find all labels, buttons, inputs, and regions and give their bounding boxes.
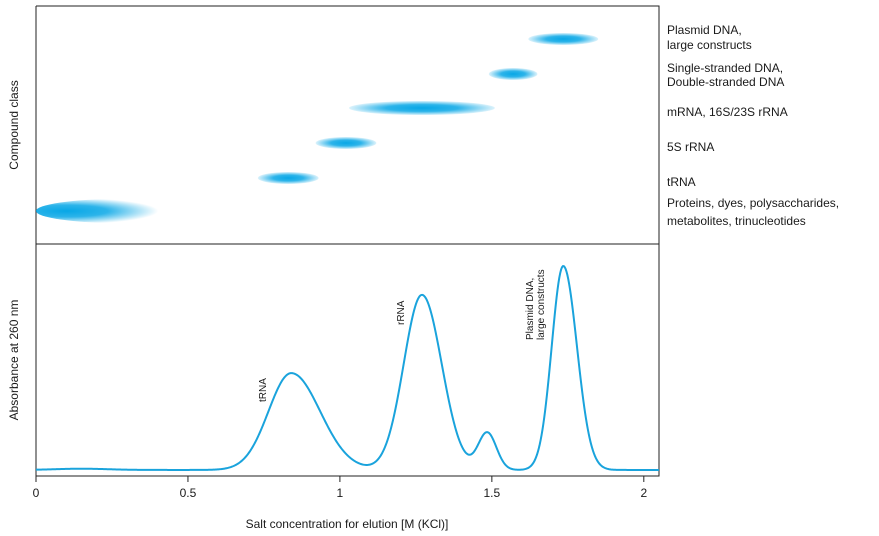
compound-labels: Proteins, dyes, polysaccharides, metaboli… xyxy=(667,23,839,228)
x-tick-label: 0 xyxy=(33,486,40,500)
compound-band xyxy=(36,199,204,223)
x-axis-ticks: 0 0.5 1 1.5 2 xyxy=(33,476,647,500)
compound-label: Proteins, dyes, polysaccharides, xyxy=(667,196,839,210)
x-tick-label: 1.5 xyxy=(484,486,501,500)
compound-class-panel: Proteins, dyes, polysaccharides, metaboli… xyxy=(7,5,839,244)
x-tick-label: 2 xyxy=(640,486,647,500)
peak-label: tRNA xyxy=(258,378,269,402)
x-tick-label: 1 xyxy=(337,486,344,500)
absorbance-trace xyxy=(35,265,659,471)
peak-label: large constructs xyxy=(536,269,547,340)
compound-label: Single-stranded DNA, xyxy=(667,61,783,75)
compound-band xyxy=(488,68,538,80)
peak-labels: tRNA rRNA Plasmid DNA, large constructs xyxy=(258,269,547,402)
compound-label: large constructs xyxy=(667,38,752,52)
compound-label: metabolites, trinucleotides xyxy=(667,214,806,228)
peak-label: Plasmid DNA, xyxy=(525,278,536,340)
compound-class-axis-label: Compound class xyxy=(7,80,21,169)
x-tick-label: 0.5 xyxy=(180,486,197,500)
compound-band xyxy=(315,137,377,149)
compound-bands xyxy=(36,33,599,223)
top-panel-frame xyxy=(35,5,660,244)
bottom-panel-frame xyxy=(35,244,660,477)
compound-label: Double-stranded DNA xyxy=(667,75,784,89)
compound-label: 5S rRNA xyxy=(667,140,714,154)
absorbance-axis-label: Absorbance at 260 nm xyxy=(7,300,21,421)
x-axis-label: Salt concentration for elution [M (KCl)] xyxy=(246,517,449,531)
peak-label: rRNA xyxy=(396,300,407,325)
compound-band xyxy=(257,172,319,184)
compound-label: tRNA xyxy=(667,175,696,189)
compound-band xyxy=(349,101,495,115)
compound-label: mRNA, 16S/23S rRNA xyxy=(667,105,788,119)
compound-label: Plasmid DNA, xyxy=(667,23,742,37)
absorbance-panel: tRNA rRNA Plasmid DNA, large constructs 0 0.… xyxy=(7,244,660,531)
compound-band xyxy=(528,33,599,45)
